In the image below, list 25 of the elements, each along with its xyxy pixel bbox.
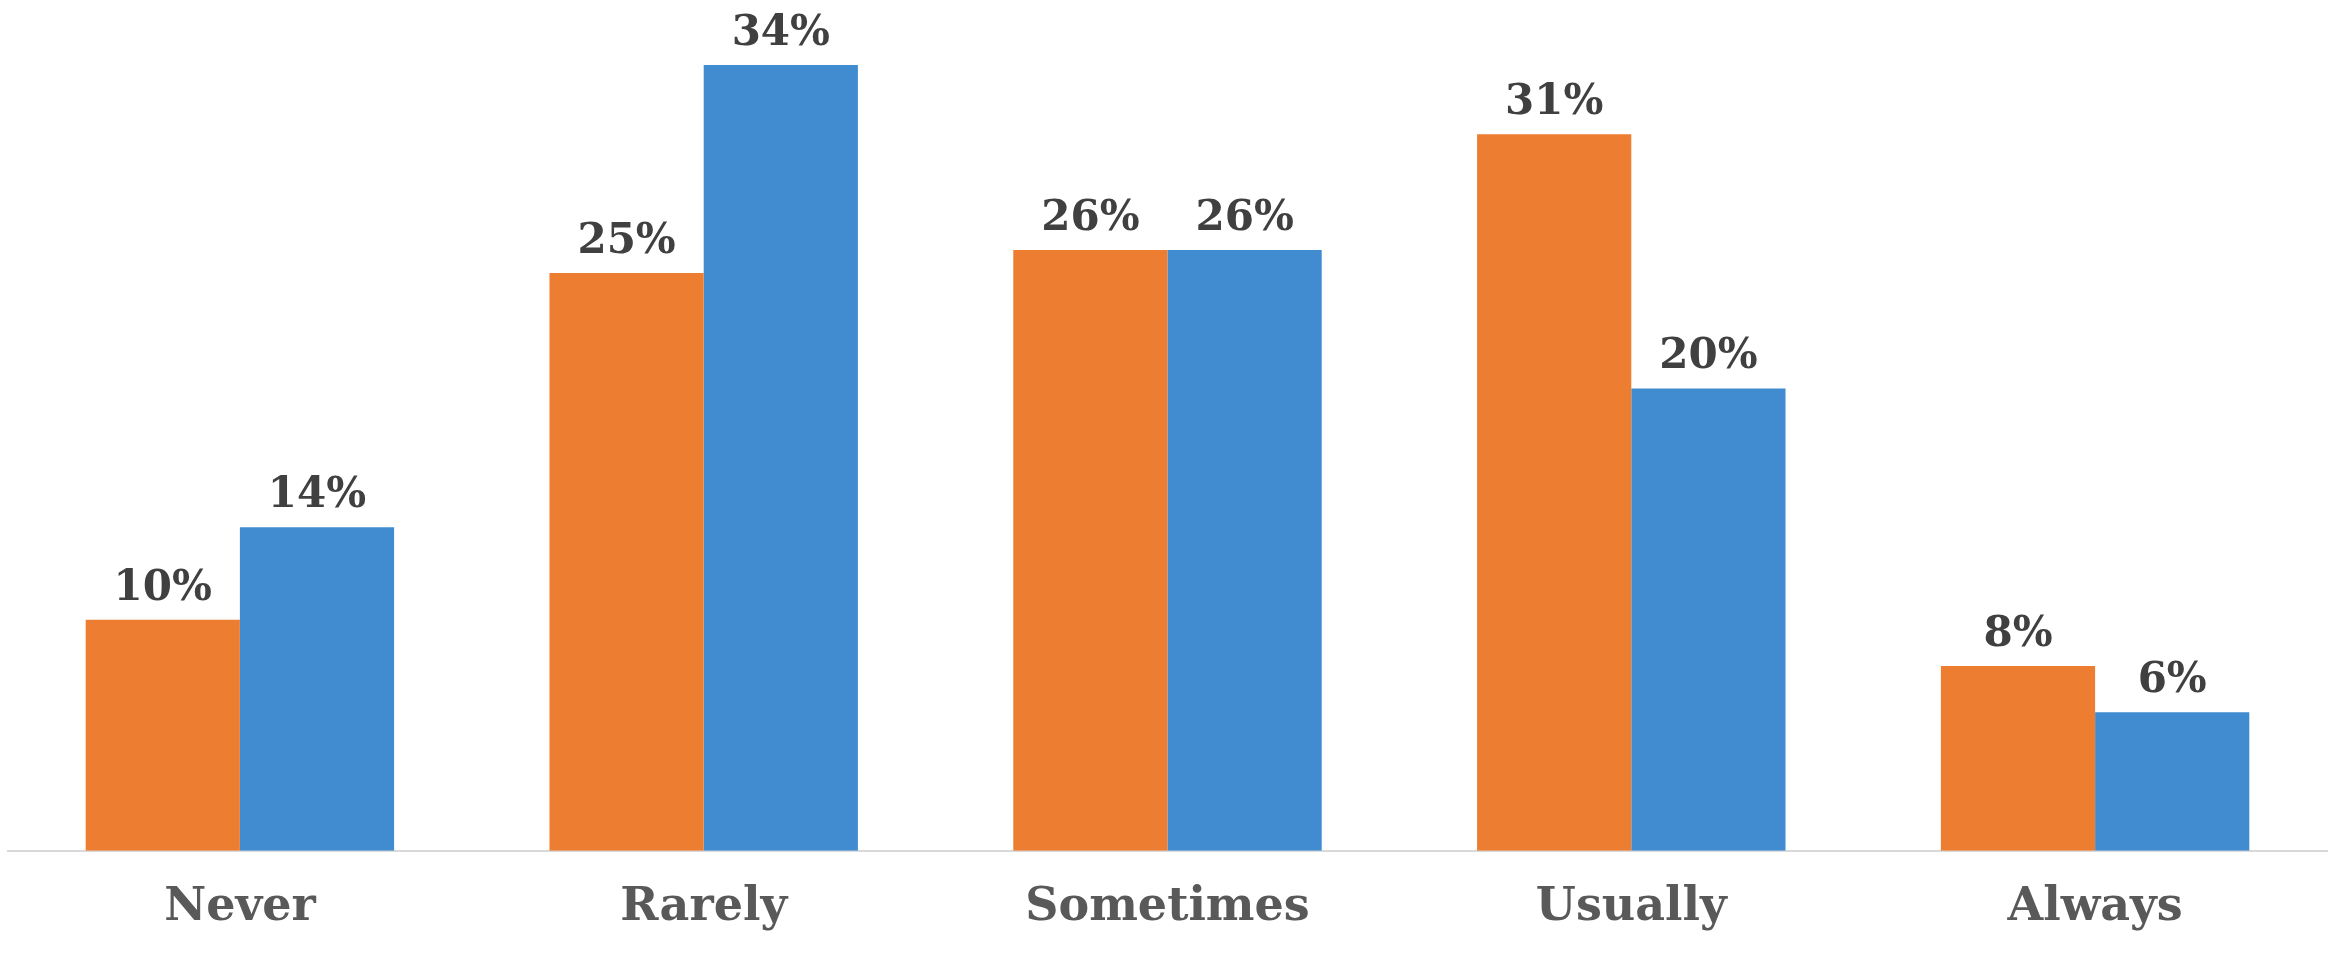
- bar: [1167, 249, 1322, 851]
- bar: [1940, 665, 2096, 851]
- bar: [85, 619, 240, 851]
- data-label: 26%: [1041, 190, 1140, 240]
- bar: [2095, 712, 2250, 851]
- bar: [1631, 388, 1786, 851]
- x-tick-label: Never: [164, 877, 317, 932]
- data-label: 20%: [1659, 329, 1758, 379]
- data-label: 8%: [1983, 606, 2053, 656]
- bar: [239, 527, 395, 851]
- data-label: 31%: [1505, 75, 1604, 125]
- data-label: 10%: [113, 560, 212, 610]
- data-label: 26%: [1195, 190, 1294, 240]
- x-tick-label: Always: [2006, 877, 2183, 932]
- x-tick-label: Usually: [1535, 877, 1729, 932]
- data-label: 14%: [267, 468, 367, 518]
- data-label: 34%: [731, 5, 830, 55]
- bar: [1013, 249, 1168, 851]
- data-label: 6%: [2137, 653, 2207, 703]
- x-tick-label: Sometimes: [1025, 877, 1310, 932]
- x-tick-label: Rarely: [620, 877, 789, 932]
- bar: [549, 273, 704, 851]
- bar: [1477, 134, 1632, 851]
- data-label: 25%: [577, 213, 676, 263]
- bar: [703, 65, 858, 851]
